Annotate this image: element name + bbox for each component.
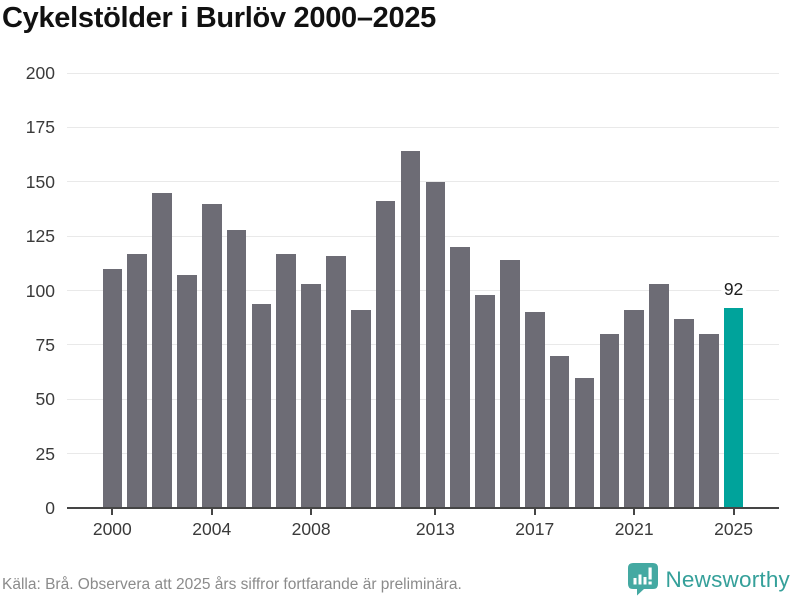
- y-tick-label: 175: [25, 117, 55, 138]
- gridline: [67, 126, 779, 128]
- x-tick-label: 2008: [291, 519, 331, 539]
- bar: [649, 283, 669, 508]
- bar: [102, 268, 123, 508]
- bar: [326, 255, 346, 508]
- footer: Källa: Brå. Observera att 2025 års siffr…: [0, 560, 800, 600]
- bar: [127, 253, 147, 508]
- y-tick-label: 75: [35, 334, 55, 355]
- x-tick-label: 2021: [614, 519, 654, 539]
- bar: [524, 312, 545, 508]
- y-tick-label: 25: [35, 443, 55, 464]
- y-tick-label: 100: [25, 280, 55, 301]
- bar: [574, 377, 595, 508]
- bar: [226, 229, 247, 508]
- gridline: [67, 72, 779, 74]
- x-axis: 2000 2004 2008 2013 2017 2021 2025: [67, 509, 779, 549]
- logo-bubble-icon: [628, 563, 659, 596]
- bar: [475, 294, 495, 508]
- bar-highlighted: [723, 307, 744, 508]
- source-note: Källa: Brå. Observera att 2025 års siffr…: [2, 576, 462, 593]
- x-tick: [111, 509, 114, 515]
- x-tick: [210, 509, 213, 515]
- gridline: [67, 398, 779, 400]
- bar: [251, 303, 272, 508]
- bar: [351, 310, 371, 508]
- bar: [450, 247, 470, 508]
- y-tick-label: 125: [25, 226, 55, 247]
- x-tick-label: 2004: [192, 519, 232, 539]
- y-tick-label: 50: [35, 389, 55, 410]
- x-tick: [633, 509, 636, 515]
- bar: [375, 201, 396, 508]
- bar: [500, 260, 520, 508]
- logo-wordmark: Newsworthy: [665, 566, 790, 592]
- y-tick-label: 150: [25, 171, 55, 192]
- x-tick-label: 2013: [415, 519, 455, 539]
- x-axis-line: [67, 507, 779, 509]
- bar: [201, 203, 222, 508]
- bar: [152, 192, 172, 508]
- x-tick-label: 2017: [515, 519, 555, 539]
- x-tick: [533, 509, 536, 515]
- x-tick-label: 2025: [714, 519, 754, 539]
- bar: [674, 318, 694, 508]
- x-tick-label: 2000: [92, 519, 132, 539]
- x-tick: [310, 509, 313, 515]
- bar: [549, 355, 570, 508]
- bar: [425, 181, 446, 508]
- bar: [177, 275, 197, 508]
- x-tick: [732, 509, 735, 515]
- bar: [698, 334, 719, 508]
- bar-value-label: 92: [720, 278, 747, 300]
- gridline: [67, 344, 779, 346]
- gridline: [67, 453, 779, 455]
- bar: [599, 334, 620, 508]
- x-tick: [434, 509, 437, 515]
- newsworthy-logo[interactable]: Newsworthy: [628, 563, 790, 596]
- bar: [624, 310, 644, 508]
- plot-area: 92: [67, 72, 779, 509]
- bar: [276, 253, 297, 508]
- bar: [400, 151, 421, 508]
- gridline: [67, 235, 779, 237]
- gridline: [67, 290, 779, 291]
- bar: [301, 283, 321, 508]
- y-tick-label: 0: [45, 498, 55, 518]
- gridline: [67, 181, 779, 183]
- y-tick-label: 200: [25, 63, 55, 83]
- y-axis: 0 25 50 75 100 125 150 175 200: [0, 63, 55, 518]
- chart-title: Cykelstölder i Burlöv 2000–2025: [2, 2, 436, 34]
